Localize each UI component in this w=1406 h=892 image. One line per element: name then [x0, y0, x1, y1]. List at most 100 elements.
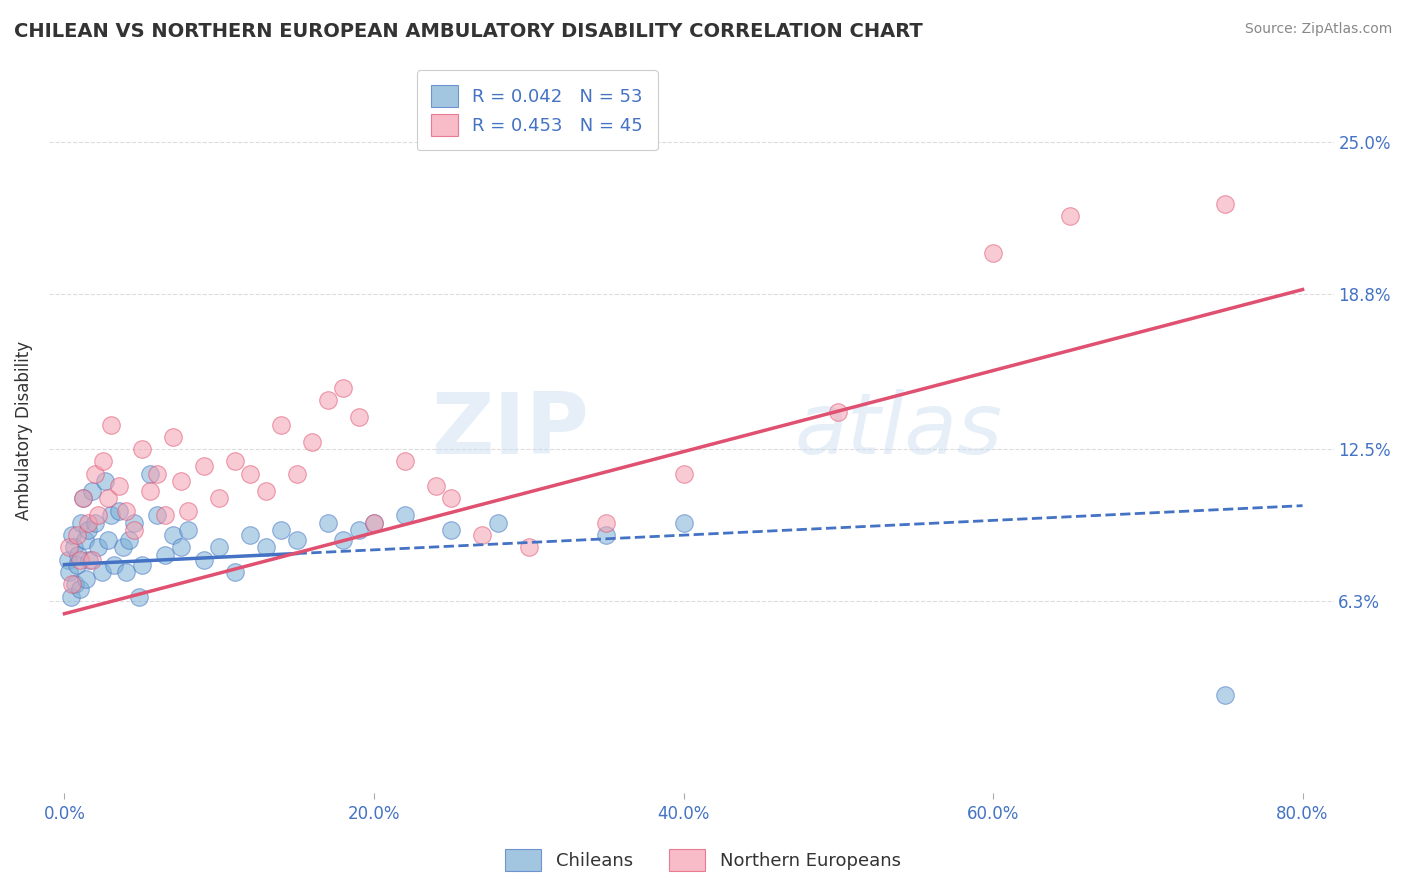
- Point: [486, 516, 509, 530]
- Point: [517, 541, 540, 555]
- Point: [69, 552, 91, 566]
- Point: [146, 467, 169, 481]
- Point: [87, 541, 110, 555]
- Point: [76, 516, 98, 530]
- Point: [73, 533, 96, 547]
- Point: [316, 392, 339, 407]
- Point: [66, 528, 89, 542]
- Point: [471, 528, 494, 542]
- Point: [60, 577, 83, 591]
- Point: [138, 467, 160, 481]
- Point: [118, 533, 141, 547]
- Point: [208, 491, 231, 506]
- Point: [595, 516, 617, 530]
- Point: [347, 410, 370, 425]
- Point: [672, 516, 695, 530]
- Point: [103, 558, 125, 572]
- Point: [69, 582, 91, 596]
- Text: Source: ZipAtlas.com: Source: ZipAtlas.com: [1244, 22, 1392, 37]
- Point: [93, 474, 115, 488]
- Point: [58, 565, 80, 579]
- Point: [66, 558, 89, 572]
- Point: [58, 541, 80, 555]
- Point: [100, 417, 122, 432]
- Point: [270, 417, 292, 432]
- Point: [122, 523, 145, 537]
- Point: [82, 483, 104, 498]
- Text: CHILEAN VS NORTHERN EUROPEAN AMBULATORY DISABILITY CORRELATION CHART: CHILEAN VS NORTHERN EUROPEAN AMBULATORY …: [14, 22, 922, 41]
- Point: [193, 552, 215, 566]
- Point: [440, 523, 463, 537]
- Point: [595, 528, 617, 542]
- Text: ZIP: ZIP: [430, 389, 589, 472]
- Point: [65, 577, 87, 591]
- Y-axis label: Ambulatory Disability: Ambulatory Disability: [15, 341, 32, 520]
- Point: [75, 572, 97, 586]
- Point: [254, 483, 277, 498]
- Point: [981, 245, 1004, 260]
- Point: [239, 467, 262, 481]
- Point: [285, 533, 308, 547]
- Point: [162, 528, 184, 542]
- Point: [90, 565, 112, 579]
- Point: [394, 454, 416, 468]
- Point: [332, 533, 354, 547]
- Point: [115, 565, 138, 579]
- Point: [97, 491, 120, 506]
- Point: [208, 541, 231, 555]
- Point: [1059, 209, 1081, 223]
- Point: [301, 434, 323, 449]
- Point: [72, 491, 94, 506]
- Point: [72, 491, 94, 506]
- Point: [1213, 688, 1236, 702]
- Point: [239, 528, 262, 542]
- Point: [672, 467, 695, 481]
- Point: [59, 590, 82, 604]
- Point: [425, 479, 447, 493]
- Point: [97, 533, 120, 547]
- Point: [254, 541, 277, 555]
- Legend: Chileans, Northern Europeans: Chileans, Northern Europeans: [498, 842, 908, 879]
- Point: [440, 491, 463, 506]
- Point: [394, 508, 416, 523]
- Point: [62, 541, 84, 555]
- Point: [60, 528, 83, 542]
- Point: [56, 552, 79, 566]
- Point: [1213, 196, 1236, 211]
- Point: [107, 479, 129, 493]
- Point: [169, 541, 191, 555]
- Point: [827, 405, 849, 419]
- Point: [224, 565, 246, 579]
- Legend: R = 0.042   N = 53, R = 0.453   N = 45: R = 0.042 N = 53, R = 0.453 N = 45: [416, 70, 658, 151]
- Point: [162, 430, 184, 444]
- Point: [87, 508, 110, 523]
- Point: [146, 508, 169, 523]
- Point: [270, 523, 292, 537]
- Point: [100, 508, 122, 523]
- Point: [224, 454, 246, 468]
- Point: [131, 558, 153, 572]
- Point: [193, 459, 215, 474]
- Point: [112, 541, 135, 555]
- Point: [107, 503, 129, 517]
- Point: [67, 548, 90, 562]
- Text: atlas: atlas: [794, 389, 1002, 472]
- Point: [363, 516, 385, 530]
- Point: [91, 454, 114, 468]
- Point: [77, 552, 100, 566]
- Point: [177, 503, 200, 517]
- Point: [332, 381, 354, 395]
- Point: [169, 474, 191, 488]
- Point: [84, 516, 107, 530]
- Point: [153, 548, 176, 562]
- Point: [122, 516, 145, 530]
- Point: [347, 523, 370, 537]
- Point: [316, 516, 339, 530]
- Point: [131, 442, 153, 457]
- Point: [285, 467, 308, 481]
- Point: [70, 516, 93, 530]
- Point: [76, 523, 98, 537]
- Point: [138, 483, 160, 498]
- Point: [115, 503, 138, 517]
- Point: [82, 552, 104, 566]
